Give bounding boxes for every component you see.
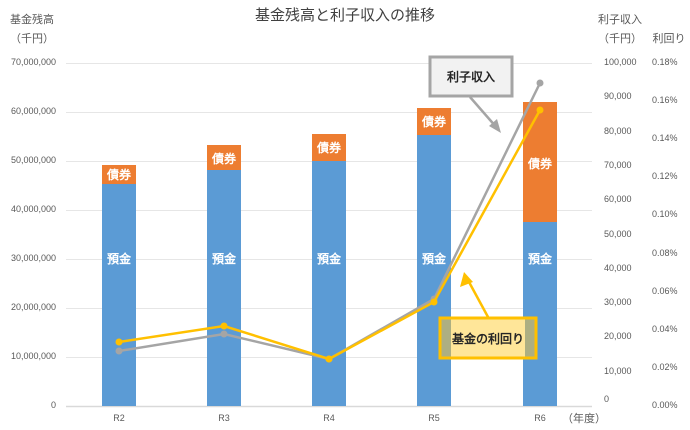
interest-callout-text: 利子収入 — [447, 69, 495, 84]
right1-tick: 10,000 — [604, 366, 632, 376]
x-label-R6: R6 — [534, 413, 546, 423]
x-label-R3: R3 — [218, 413, 230, 423]
right1-tick: 20,000 — [604, 331, 632, 341]
left-tick: 20,000,000 — [10, 302, 56, 312]
bar-R4[interactable]: 債券 預金 — [312, 134, 346, 406]
right1-axis-title-line2: （千円） — [598, 32, 642, 45]
right2-tick: 0.10% — [652, 209, 678, 219]
bar-label-bond: 債券 — [106, 167, 132, 182]
x-label-R2: R2 — [113, 413, 125, 423]
right1-tick: 100,000 — [604, 57, 637, 67]
bar-bond — [417, 108, 451, 135]
right2-tick: 0.12% — [652, 171, 678, 181]
right1-tick: 40,000 — [604, 263, 632, 273]
bar-bond — [207, 145, 241, 170]
arrow-head-icon — [489, 119, 501, 133]
bar-deposit — [207, 170, 241, 406]
x-label-R4: R4 — [323, 413, 335, 423]
bar-label-deposit: 預金 — [528, 251, 553, 266]
right2-tick: 0.06% — [652, 286, 678, 296]
bar-deposit — [312, 161, 346, 406]
left-axis-title: 基金残高 （千円） — [4, 10, 60, 48]
right1-tick: 0 — [604, 394, 610, 404]
right2-tick: 0.16% — [652, 95, 678, 105]
left-tick: 0 — [50, 400, 56, 410]
bar-bond — [523, 102, 557, 222]
left-tick: 40,000,000 — [10, 204, 56, 214]
left-tick: 50,000,000 — [10, 155, 56, 165]
left-axis-title-line1: 基金残高 — [10, 13, 54, 26]
bar-label-deposit: 預金 — [317, 251, 342, 266]
left-tick: 60,000,000 — [10, 106, 56, 116]
bar-deposit — [102, 184, 136, 406]
yield-line[interactable] — [115, 106, 544, 363]
bar-bond — [312, 134, 346, 161]
right1-tick: 80,000 — [604, 126, 632, 136]
right2-tick: 0.14% — [652, 133, 678, 143]
bar-bond — [102, 165, 136, 184]
right1-tick: 60,000 — [604, 194, 632, 204]
right1-tick: 30,000 — [604, 297, 632, 307]
right1-axis-title: 利子収入 （千円） — [592, 10, 648, 48]
yield-callout-text: 基金の利回り — [451, 331, 524, 346]
left-tick: 70,000,000 — [10, 57, 56, 67]
interest-callout: 利子収入 — [428, 55, 514, 133]
right1-axis-title-line1: 利子収入 — [598, 13, 642, 26]
left-axis-title-line2: （千円） — [10, 32, 54, 45]
bar-label-deposit: 預金 — [107, 251, 132, 266]
bar-R2[interactable]: 債券 預金 — [102, 165, 136, 406]
bar-R6[interactable]: 債券 預金 — [523, 102, 557, 406]
bar-deposit — [523, 222, 557, 406]
bar-label-bond: 債券 — [316, 140, 342, 155]
bar-R3[interactable]: 債券 預金 — [207, 145, 241, 406]
right2-tick: 0.04% — [652, 324, 678, 334]
left-tick: 10,000,000 — [10, 351, 56, 361]
bar-label-bond: 債券 — [527, 156, 553, 171]
bar-R5[interactable]: 債券 預金 — [417, 108, 451, 406]
bar-label-deposit: 預金 — [212, 251, 237, 266]
bar-label-deposit: 預金 — [422, 251, 447, 266]
yield-callout: 基金の利回り — [438, 272, 538, 360]
arrow-head-icon — [460, 272, 473, 287]
right2-tick: 0.00% — [652, 400, 678, 410]
right2-axis-title: 利回り — [652, 32, 686, 45]
bar-deposit — [417, 135, 451, 406]
right2-tick: 0.02% — [652, 362, 678, 372]
right1-tick: 90,000 — [604, 91, 632, 101]
bar-label-bond: 債券 — [211, 151, 237, 166]
right2-tick: 0.18% — [652, 57, 678, 67]
right1-tick: 50,000 — [604, 229, 632, 239]
x-axis-unit: （年度） — [562, 412, 606, 425]
right1-tick: 70,000 — [604, 160, 632, 170]
right2-tick: 0.08% — [652, 248, 678, 258]
chart-title: 基金残高と利子収入の推移 — [254, 6, 435, 24]
x-label-R5: R5 — [428, 413, 440, 423]
bar-label-bond: 債券 — [421, 114, 447, 129]
left-tick: 30,000,000 — [10, 253, 56, 263]
